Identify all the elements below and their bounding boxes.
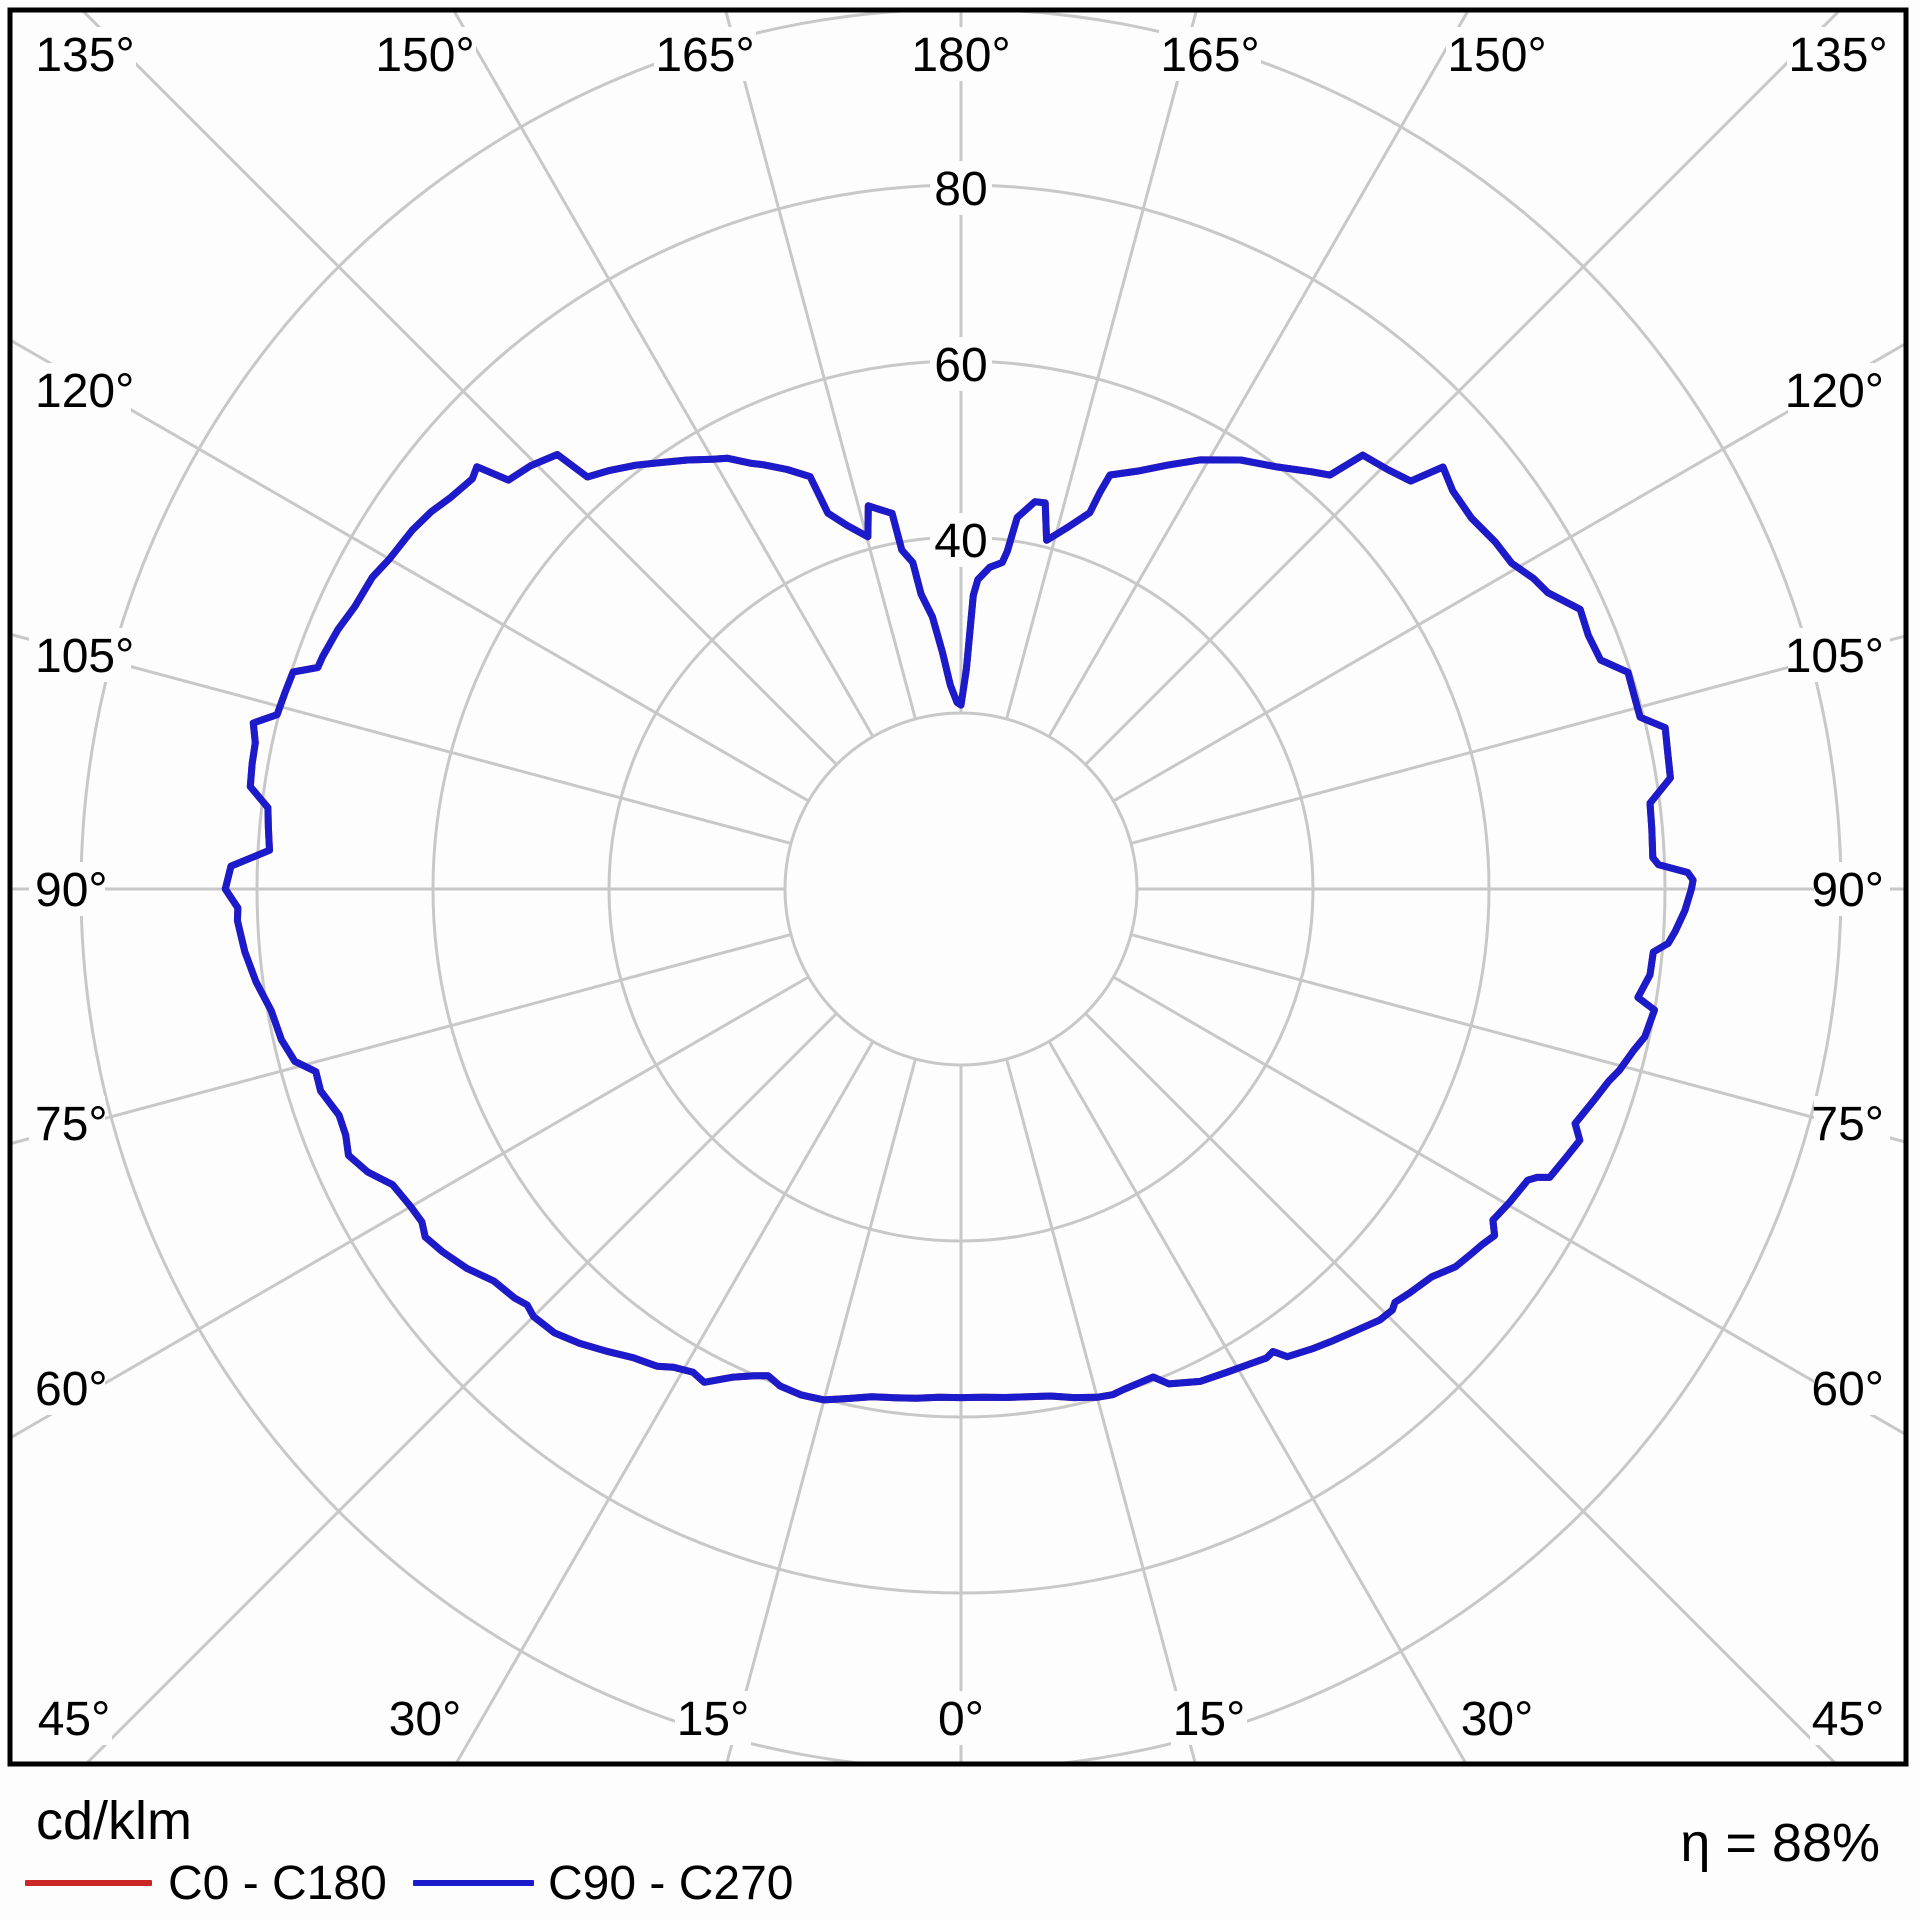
angle-label-right-2: 90° <box>1811 862 1890 917</box>
grid-spoke-30 <box>1047 1040 1468 1764</box>
angle-label-bottom-0: 45° <box>36 1691 112 1746</box>
svg-text:135°: 135° <box>35 29 134 82</box>
svg-text:120°: 120° <box>35 365 134 418</box>
grid-spoke-165 <box>1005 10 1199 720</box>
angle-label-left-3: 75° <box>29 1096 108 1151</box>
legend-item-c0-c180: C0 - C180 <box>25 1856 387 1910</box>
svg-text:60: 60 <box>934 339 987 392</box>
angle-label-left-2: 90° <box>29 862 108 917</box>
legend-label: C0 - C180 <box>168 1856 387 1910</box>
angle-label-top-4: 165° <box>1159 27 1261 82</box>
grid-spoke-345 <box>724 1058 917 1764</box>
svg-text:165°: 165° <box>1160 29 1259 82</box>
svg-text:90°: 90° <box>35 864 108 917</box>
angle-label-bottom-6: 45° <box>1810 1691 1886 1746</box>
svg-text:30°: 30° <box>389 1693 462 1746</box>
grid-spoke-195 <box>723 10 917 720</box>
svg-text:105°: 105° <box>1785 630 1884 683</box>
svg-text:120°: 120° <box>1785 365 1884 418</box>
grid-spoke-15 <box>1005 1058 1198 1764</box>
angle-label-top-3: 180° <box>910 27 1012 82</box>
angle-label-top-6: 135° <box>1787 27 1889 82</box>
radial-tick-40: 40 <box>930 513 992 568</box>
grid-spoke-75 <box>1130 933 1906 1144</box>
svg-text:150°: 150° <box>1447 29 1546 82</box>
grid-spoke-45 <box>1084 1012 1839 1764</box>
grid-spoke-315 <box>83 1012 838 1764</box>
units-label: cd/klm <box>36 1791 193 1851</box>
radial-tick-60: 60 <box>930 337 992 392</box>
svg-text:150°: 150° <box>375 29 474 82</box>
grid-spoke-60 <box>1112 975 1906 1437</box>
legend-swatch-red <box>25 1880 152 1886</box>
grid-spoke-120 <box>1112 341 1906 803</box>
svg-text:90°: 90° <box>1811 864 1884 917</box>
angle-label-left-4: 60° <box>29 1361 108 1416</box>
efficiency-value: η = 88% <box>1680 1813 1880 1873</box>
svg-text:60°: 60° <box>35 1363 108 1416</box>
grid-spoke-300 <box>10 975 810 1440</box>
svg-text:40: 40 <box>934 515 987 568</box>
svg-text:0°: 0° <box>938 1693 984 1746</box>
grid-spoke-330 <box>454 1040 875 1764</box>
grid-spoke-210 <box>451 10 875 738</box>
angle-label-top-0: 135° <box>34 27 136 82</box>
grid-spoke-105 <box>1130 634 1906 845</box>
svg-text:15°: 15° <box>1173 1693 1246 1746</box>
legend-item-c90-c270: C90 - C270 <box>413 1856 794 1910</box>
grid-spoke-240 <box>10 338 810 803</box>
grid-spoke-285 <box>10 933 792 1146</box>
angle-label-bottom-1: 30° <box>387 1691 463 1746</box>
svg-text:30°: 30° <box>1461 1693 1534 1746</box>
angle-label-right-4: 60° <box>1811 1361 1890 1416</box>
svg-text:180°: 180° <box>911 29 1010 82</box>
angle-label-right-0: 120° <box>1785 363 1890 418</box>
svg-text:105°: 105° <box>35 630 134 683</box>
angle-label-bottom-5: 30° <box>1459 1691 1535 1746</box>
angle-label-right-3: 75° <box>1811 1096 1890 1151</box>
svg-text:45°: 45° <box>38 1693 111 1746</box>
svg-text:75°: 75° <box>1811 1098 1884 1151</box>
grid-spoke-255 <box>10 632 792 845</box>
svg-text:165°: 165° <box>655 29 754 82</box>
angle-label-top-5: 150° <box>1446 27 1548 82</box>
angle-label-bottom-3: 0° <box>936 1691 986 1746</box>
radial-tick-80: 80 <box>930 161 992 216</box>
curve-C0-C180 <box>221 451 1697 1404</box>
angle-label-right-1: 105° <box>1785 628 1890 683</box>
angle-label-left-0: 120° <box>29 363 134 418</box>
legend-swatch-blue <box>413 1880 534 1886</box>
angle-label-left-1: 105° <box>29 628 134 683</box>
svg-text:135°: 135° <box>1788 29 1887 82</box>
svg-text:80: 80 <box>934 163 987 216</box>
plot-frame <box>7 7 1909 1767</box>
grid-ring-20 <box>783 711 1139 1067</box>
curve-C90-C270 <box>221 451 1697 1404</box>
angle-label-top-1: 150° <box>374 27 476 82</box>
angle-label-top-2: 165° <box>654 27 756 82</box>
svg-text:60°: 60° <box>1811 1363 1884 1416</box>
legend-label: C90 - C270 <box>548 1856 794 1910</box>
angle-label-bottom-4: 15° <box>1171 1691 1247 1746</box>
svg-text:75°: 75° <box>35 1098 108 1151</box>
svg-text:45°: 45° <box>1812 1693 1885 1746</box>
svg-text:15°: 15° <box>677 1693 750 1746</box>
angle-label-bottom-2: 15° <box>675 1691 751 1746</box>
grid-spoke-150 <box>1047 10 1471 738</box>
